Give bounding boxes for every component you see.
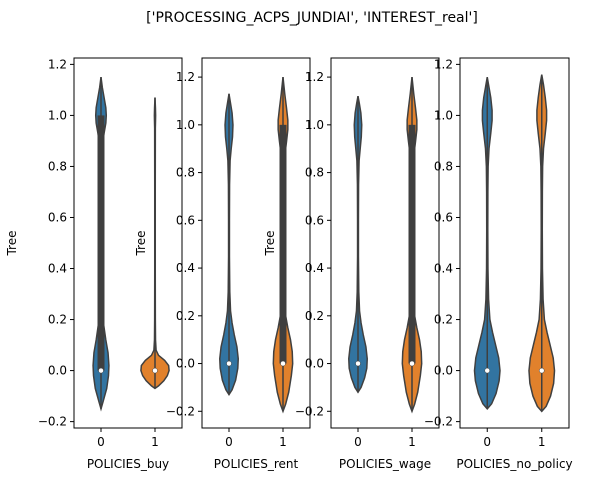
median-POLICIES_wage-0: [355, 360, 361, 367]
xtick-label: 1: [408, 435, 416, 449]
iqr-box-POLICIES_rent-1: [279, 124, 287, 364]
ytick-label: −0.2: [424, 415, 453, 429]
ytick-label: −0.2: [38, 415, 67, 429]
ytick-label: 0.2: [176, 309, 195, 323]
axes-frame-3: [330, 57, 440, 429]
ytick-label: 0.8: [434, 159, 453, 173]
xtick-label: 0: [354, 435, 362, 449]
ytick-label: 0.4: [48, 262, 67, 276]
iqr-box-POLICIES_buy-0: [97, 115, 105, 371]
xtick-label: 0: [97, 435, 105, 449]
y-axis-label: Tree: [263, 230, 277, 256]
ytick-label: 0.0: [434, 364, 453, 378]
y-axis-label: Tree: [134, 230, 148, 256]
ytick-label: 1.2: [305, 70, 324, 84]
ytick-label: 0.2: [434, 313, 453, 327]
xtick-label: 0: [483, 435, 491, 449]
ytick-label: 1.2: [176, 70, 195, 84]
ytick-label: 0.4: [176, 261, 195, 275]
axes-frame-2: [201, 57, 311, 429]
median-POLICIES_buy-0: [98, 367, 104, 374]
ytick-label: 1.0: [176, 118, 195, 132]
median-POLICIES_buy-1: [152, 367, 158, 374]
x-axis-label: POLICIES_buy: [87, 457, 169, 471]
figure-title: ['PROCESSING_ACPS_JUNDIAI', 'INTEREST_re…: [146, 10, 478, 26]
x-axis-label: POLICIES_rent: [214, 457, 299, 471]
axes-frame-1: [73, 57, 183, 429]
ytick-label: 0.0: [176, 357, 195, 371]
ytick-label: −0.2: [166, 404, 195, 418]
ytick-label: 0.2: [305, 309, 324, 323]
ytick-label: 0.0: [305, 357, 324, 371]
median-POLICIES_rent-1: [280, 360, 286, 367]
xtick-label: 1: [151, 435, 159, 449]
panel-4: −0.2 0.0 0.2 0.4 0.6 0.8 1.0 1.2 0 1 POLICIES_no_p…: [424, 57, 573, 471]
y-axis-label: Tree: [5, 230, 19, 256]
ytick-label: 0.8: [48, 159, 67, 173]
ytick-label: 0.4: [434, 262, 453, 276]
x-axis-label: POLICIES_wage: [339, 457, 431, 471]
ytick-label: 1.2: [434, 57, 453, 71]
x-axis-label: POLICIES_no_policy: [456, 457, 572, 471]
ytick-label: 1.0: [48, 108, 67, 122]
ytick-label: 1.0: [434, 108, 453, 122]
ytick-label: 0.8: [305, 166, 324, 180]
panel-1: −0.2 0.0 0.2 0.4 0.6 0.8 1.0 1.2 0 1 POLICIES_buy T…: [5, 57, 183, 471]
panel-3: −0.2 0.0 0.2 0.4 0.6 0.8 1.0 1.2 0 1 POLICIES_wage…: [263, 57, 440, 471]
ytick-label: 0.6: [305, 213, 324, 227]
ytick-label: 0.6: [434, 210, 453, 224]
median-POLICIES_rent-0: [226, 360, 232, 367]
ytick-label: −0.2: [295, 404, 324, 418]
panel-2: −0.2 0.0 0.2 0.4 0.6 0.8 1.0 1.2 0 1 POLICIES_rent…: [134, 57, 311, 471]
xtick-label: 1: [279, 435, 287, 449]
ytick-label: 0.4: [305, 261, 324, 275]
axes-frame-4: [459, 57, 570, 429]
iqr-box-POLICIES_wage-1: [408, 124, 416, 364]
xtick-label: 1: [538, 435, 546, 449]
ytick-label: 0.0: [48, 364, 67, 378]
median-POLICIES_no_policy-0: [484, 367, 490, 374]
median-POLICIES_no_policy-1: [539, 367, 545, 374]
ytick-label: 0.8: [176, 166, 195, 180]
ytick-label: 1.2: [48, 57, 67, 71]
ytick-label: 0.2: [48, 313, 67, 327]
median-POLICIES_wage-1: [409, 360, 415, 367]
xtick-label: 0: [225, 435, 233, 449]
ytick-label: 0.6: [48, 210, 67, 224]
ytick-label: 1.0: [305, 118, 324, 132]
violin-panels: −0.2 0.0 0.2 0.4 0.6 0.8 1.0 1.2 0 1 POLICIES_buy T…: [5, 57, 573, 471]
ytick-label: 0.6: [176, 213, 195, 227]
